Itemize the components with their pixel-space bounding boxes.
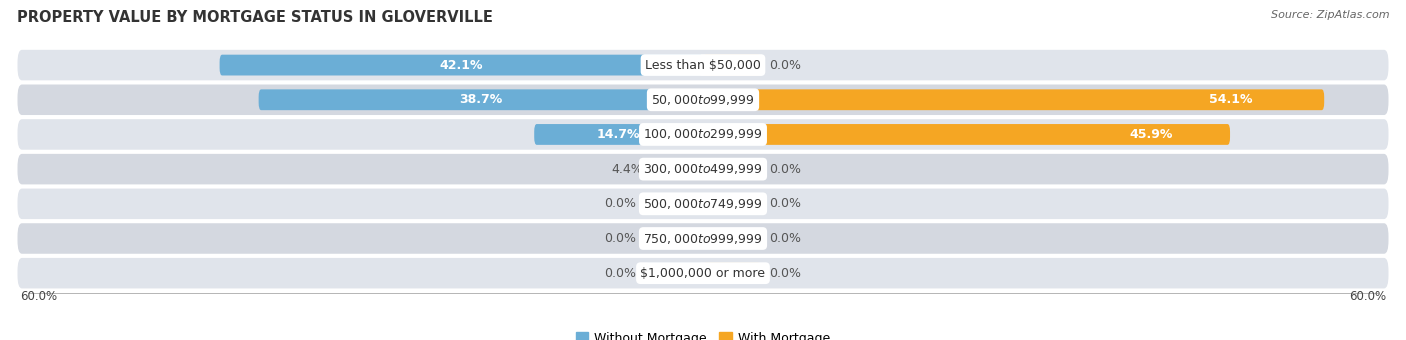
Text: $750,000 to $999,999: $750,000 to $999,999	[644, 232, 762, 245]
Text: 14.7%: 14.7%	[598, 128, 640, 141]
Text: 4.4%: 4.4%	[612, 163, 644, 176]
FancyBboxPatch shape	[645, 228, 703, 249]
FancyBboxPatch shape	[17, 154, 1389, 184]
FancyBboxPatch shape	[703, 89, 1324, 110]
Text: Source: ZipAtlas.com: Source: ZipAtlas.com	[1271, 10, 1389, 20]
Text: 0.0%: 0.0%	[605, 267, 637, 280]
Text: $50,000 to $99,999: $50,000 to $99,999	[651, 93, 755, 107]
Legend: Without Mortgage, With Mortgage: Without Mortgage, With Mortgage	[571, 327, 835, 340]
FancyBboxPatch shape	[17, 258, 1389, 288]
Text: 60.0%: 60.0%	[1350, 290, 1386, 303]
Text: 0.0%: 0.0%	[769, 232, 801, 245]
Text: 0.0%: 0.0%	[605, 232, 637, 245]
Text: 0.0%: 0.0%	[769, 197, 801, 210]
Text: $1,000,000 or more: $1,000,000 or more	[641, 267, 765, 280]
FancyBboxPatch shape	[652, 159, 703, 180]
FancyBboxPatch shape	[17, 85, 1389, 115]
Text: 45.9%: 45.9%	[1129, 128, 1173, 141]
Text: 54.1%: 54.1%	[1209, 93, 1253, 106]
Text: 60.0%: 60.0%	[20, 290, 56, 303]
FancyBboxPatch shape	[17, 119, 1389, 150]
Text: 0.0%: 0.0%	[769, 58, 801, 72]
Text: $500,000 to $749,999: $500,000 to $749,999	[644, 197, 762, 211]
FancyBboxPatch shape	[534, 124, 703, 145]
FancyBboxPatch shape	[17, 50, 1389, 80]
FancyBboxPatch shape	[703, 124, 1230, 145]
Text: 42.1%: 42.1%	[440, 58, 484, 72]
FancyBboxPatch shape	[645, 263, 703, 284]
Text: PROPERTY VALUE BY MORTGAGE STATUS IN GLOVERVILLE: PROPERTY VALUE BY MORTGAGE STATUS IN GLO…	[17, 10, 492, 25]
FancyBboxPatch shape	[219, 55, 703, 75]
FancyBboxPatch shape	[703, 159, 761, 180]
Text: $100,000 to $299,999: $100,000 to $299,999	[644, 128, 762, 141]
FancyBboxPatch shape	[17, 223, 1389, 254]
FancyBboxPatch shape	[703, 263, 761, 284]
Text: 0.0%: 0.0%	[769, 163, 801, 176]
Text: 0.0%: 0.0%	[605, 197, 637, 210]
FancyBboxPatch shape	[703, 193, 761, 214]
Text: 38.7%: 38.7%	[460, 93, 502, 106]
Text: 0.0%: 0.0%	[769, 267, 801, 280]
FancyBboxPatch shape	[703, 228, 761, 249]
FancyBboxPatch shape	[645, 193, 703, 214]
FancyBboxPatch shape	[703, 55, 761, 75]
FancyBboxPatch shape	[259, 89, 703, 110]
Text: $300,000 to $499,999: $300,000 to $499,999	[644, 162, 762, 176]
FancyBboxPatch shape	[17, 189, 1389, 219]
Text: Less than $50,000: Less than $50,000	[645, 58, 761, 72]
